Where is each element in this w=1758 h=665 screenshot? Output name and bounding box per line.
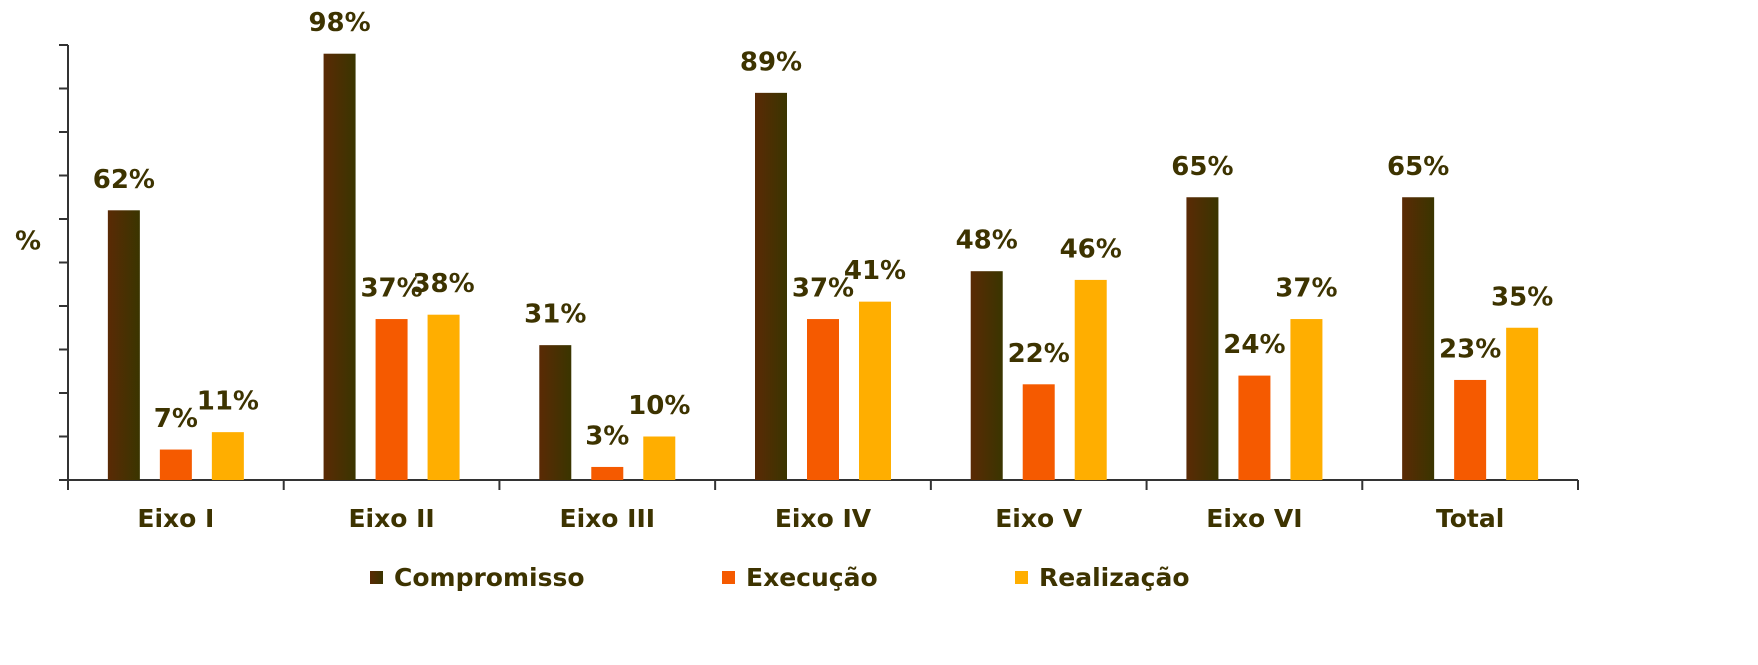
data-label: 3% (585, 421, 629, 451)
bar (107, 210, 140, 481)
data-label: 89% (740, 47, 802, 77)
bar (859, 301, 891, 480)
legend-swatch (370, 571, 383, 584)
legend-swatch (1015, 571, 1028, 584)
data-label: 24% (1223, 330, 1285, 360)
x-tick-label: Total (1436, 504, 1504, 533)
data-label: 65% (1387, 152, 1449, 182)
data-label: 41% (844, 256, 906, 286)
data-label: 62% (93, 165, 155, 195)
y-axis-label: % (15, 227, 41, 257)
bar (970, 271, 1003, 480)
legend-swatch (722, 571, 735, 584)
legend-label: Realização (1039, 563, 1190, 592)
legend-label: Compromisso (394, 563, 585, 592)
legend-label: Execução (746, 563, 878, 592)
bar (427, 314, 460, 480)
bar (211, 432, 244, 480)
x-tick-label: Eixo II (348, 504, 434, 533)
bar (807, 319, 839, 480)
bar (1454, 379, 1487, 480)
data-label: 46% (1060, 234, 1122, 264)
data-label: 35% (1491, 282, 1553, 312)
x-tick-label: Eixo V (995, 504, 1083, 533)
bar (375, 319, 408, 480)
data-label: 7% (154, 404, 198, 434)
data-label: 37% (792, 274, 854, 304)
bar (1290, 319, 1323, 480)
bar (323, 53, 356, 480)
data-label: 31% (524, 300, 586, 330)
x-tick-label: Eixo IV (775, 504, 872, 533)
data-label: 22% (1008, 339, 1070, 369)
x-tick-label: Eixo I (137, 504, 214, 533)
data-label: 11% (197, 387, 259, 417)
data-label: 10% (628, 391, 690, 421)
bar (1074, 279, 1107, 480)
bar (1022, 384, 1055, 480)
bar (1186, 197, 1219, 480)
data-label: 98% (308, 8, 370, 38)
bar (539, 345, 572, 480)
bar (1238, 375, 1271, 480)
data-label: 37% (1275, 274, 1337, 304)
data-label: 37% (360, 274, 422, 304)
data-label: 38% (412, 269, 474, 299)
x-tick-label: Eixo VI (1206, 504, 1302, 533)
data-label: 23% (1439, 334, 1501, 364)
x-tick-label: Eixo III (560, 504, 656, 533)
bar (1506, 327, 1539, 480)
bar (159, 449, 192, 480)
bar (643, 436, 676, 480)
data-label: 65% (1171, 152, 1233, 182)
bar (1402, 197, 1435, 480)
bar (755, 92, 787, 480)
data-label: 48% (956, 226, 1018, 256)
bar (591, 466, 624, 480)
